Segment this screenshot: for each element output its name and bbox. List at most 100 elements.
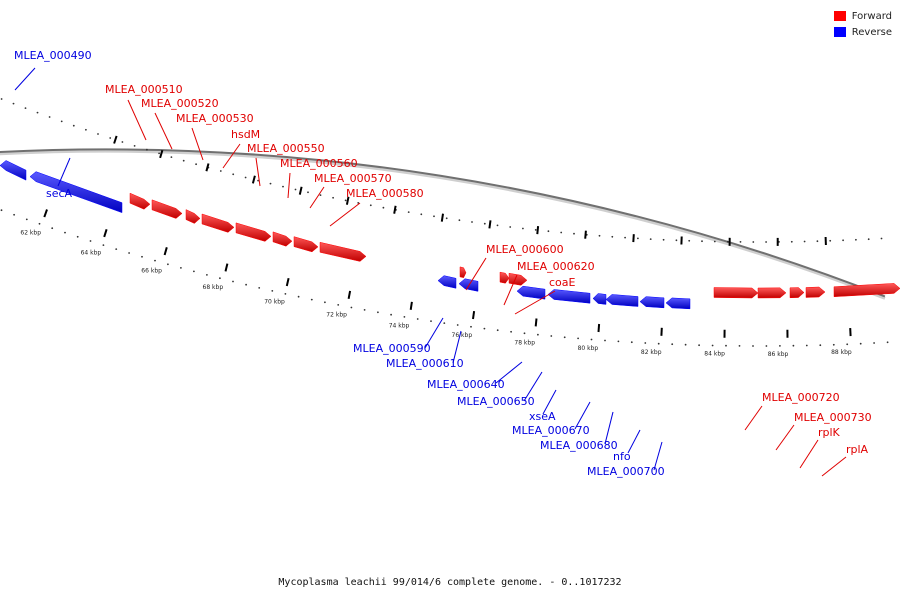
scale-dot-inner	[258, 287, 261, 289]
scale-dot-outer	[24, 107, 27, 109]
scale-dot-inner	[38, 222, 41, 225]
gene-label: MLEA_000560	[280, 157, 358, 170]
gene-label: rplA	[846, 443, 869, 456]
axis-tick-outer	[298, 186, 303, 195]
scale-dot-outer	[855, 238, 857, 241]
scale-dot-outer	[701, 240, 703, 243]
scale-dot-outer	[269, 182, 272, 185]
scale-dot-inner	[792, 344, 795, 347]
gene-label: secA	[46, 187, 73, 200]
reverse-gene-feature	[639, 296, 665, 309]
reverse-gene-feature	[665, 297, 691, 310]
gene-leader-line	[542, 389, 557, 415]
gene-leader-line	[574, 401, 591, 430]
scale-dot-inner	[350, 306, 353, 309]
scale-dot-outer	[97, 133, 99, 135]
scale-dot-inner	[141, 255, 143, 258]
gene-label: MLEA_000650	[457, 395, 535, 408]
scale-dot-inner	[64, 231, 66, 234]
gene-label: MLEA_000590	[353, 342, 431, 355]
scale-dot-inner	[128, 252, 131, 254]
axis-tick-label: 66 kbp	[141, 268, 162, 275]
scale-dot-inner	[832, 343, 835, 346]
scale-dot-outer	[109, 137, 112, 139]
axis-tick-outer	[113, 135, 118, 144]
scale-dot-inner	[657, 342, 660, 345]
scale-dot-outer	[244, 176, 247, 179]
axis-tick-label: 78 kbp	[514, 339, 535, 346]
gene-leader-line	[309, 186, 325, 209]
scale-dot-outer	[496, 224, 499, 227]
scale-dot-inner	[886, 341, 889, 344]
gene-label: MLEA_000640	[427, 378, 505, 391]
axis-tick-label: 70 kbp	[264, 299, 285, 306]
scale-dot-inner	[510, 330, 512, 333]
reverse-gene-feature	[592, 293, 607, 305]
axis-tick-outer	[159, 149, 164, 159]
scale-dot-inner	[245, 283, 248, 286]
forward-gene-feature	[789, 287, 805, 299]
scale-dot-inner	[430, 320, 432, 322]
scale-dot-inner	[232, 280, 234, 283]
scale-dot-inner	[752, 345, 754, 347]
gene-leader-line	[329, 202, 361, 227]
scale-dot-outer	[471, 221, 473, 223]
scale-dot-outer	[232, 173, 235, 176]
scale-dot-inner	[779, 345, 781, 347]
axis-tick-label: 68 kbp	[203, 284, 224, 291]
scale-dot-outer	[382, 206, 385, 209]
gene-leader-line	[222, 143, 241, 169]
scale-dot-outer	[369, 204, 372, 207]
scale-dot-outer	[573, 232, 575, 235]
axis-tick-outer	[345, 196, 350, 205]
scale-dot-outer	[534, 229, 537, 231]
scale-dot-outer	[0, 98, 3, 100]
gene-leader-line	[821, 456, 847, 477]
axis-tick-label: 64 kbp	[81, 249, 102, 256]
gene-label: MLEA_000720	[762, 391, 840, 404]
forward-gene-feature	[805, 286, 826, 298]
scale-dot-outer	[146, 148, 148, 151]
scale-dot-inner	[390, 313, 392, 316]
gene-leader-line	[604, 411, 614, 445]
axis-tick	[163, 247, 168, 256]
gene-leader-line	[255, 157, 261, 187]
scale-dot-inner	[363, 309, 366, 311]
forward-gene-feature	[151, 199, 183, 219]
scale-dot-outer	[624, 236, 626, 239]
gene-label: nfo	[613, 450, 631, 463]
gene-label: MLEA_000620	[517, 260, 595, 273]
scale-dot-inner	[604, 339, 606, 342]
scale-dot-inner	[271, 290, 274, 292]
axis-tick-outer	[632, 234, 635, 243]
scale-dot-inner	[284, 293, 287, 295]
scale-dot-outer	[420, 213, 423, 216]
gene-label: MLEA_000670	[512, 424, 590, 437]
axis-tick-label: 76 kbp	[452, 332, 473, 339]
scale-dot-inner	[590, 338, 593, 341]
scale-dot-outer	[307, 191, 309, 194]
scale-dot-outer	[133, 145, 136, 147]
scale-dot-inner	[577, 337, 579, 340]
gene-leader-line	[424, 317, 444, 349]
gene-label: MLEA_000490	[14, 49, 92, 62]
legend-reverse-label: Reverse	[851, 26, 892, 38]
scale-dot-outer	[522, 227, 524, 230]
scale-dot-inner	[0, 209, 3, 212]
forward-gene-feature	[459, 266, 467, 278]
scale-dot-inner	[13, 213, 16, 216]
gene-leader-line	[154, 112, 173, 150]
scale-dot-outer	[36, 111, 39, 114]
forward-gene-feature	[319, 241, 367, 262]
scale-dot-outer	[649, 238, 652, 241]
scale-dot-outer	[357, 202, 360, 204]
scale-dot-outer	[560, 231, 563, 234]
scale-dot-outer	[752, 241, 755, 243]
axis-tick	[224, 263, 229, 272]
scale-dot-outer	[739, 241, 742, 243]
scale-dot-outer	[158, 152, 161, 155]
scale-dot-outer	[829, 239, 832, 242]
scale-dot-outer	[121, 141, 124, 143]
axis-tick-outer	[393, 205, 397, 214]
